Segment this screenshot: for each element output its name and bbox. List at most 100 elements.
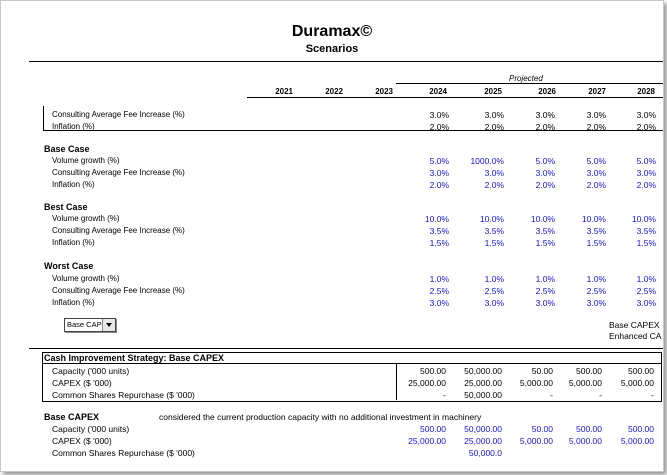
cell-value[interactable]: 1.5% [586,238,606,248]
cell-value[interactable]: 3.5% [535,226,555,236]
cell-value[interactable]: 3.0% [586,110,606,120]
cell-value[interactable]: 3.0% [535,298,555,308]
cell-value[interactable]: 2.5% [429,286,449,296]
cell-value[interactable]: 2.0% [429,180,449,190]
cell-value[interactable]: 2.0% [586,122,606,132]
cell-value[interactable]: 5,000.00 [568,436,602,446]
strategy-box [42,352,662,402]
cell-value[interactable]: 10.0% [581,214,606,224]
cell-value[interactable]: 5.0% [535,156,555,166]
row-label: Inflation (%) [52,298,95,307]
cell-value[interactable]: 2.5% [636,286,656,296]
row-label: Volume growth (%) [52,274,120,283]
cell-value[interactable]: 25,000.00 [464,378,502,388]
cell-value[interactable]: - [550,390,553,400]
cell-value[interactable]: 5,000.00 [519,436,553,446]
cell-value[interactable]: 3.0% [636,168,656,178]
year-header: 2025 [484,87,502,96]
strategy-rule [29,348,663,349]
cell-value[interactable]: 1.5% [484,238,504,248]
row-label: Capacity ('000 units) [52,424,130,434]
cell-value[interactable]: 3.0% [484,110,504,120]
cell-value[interactable]: 3.5% [636,226,656,236]
cell-value[interactable]: 2.0% [636,122,656,132]
cell-value[interactable]: 3.5% [586,226,606,236]
cell-value[interactable]: 50,000.00 [464,424,502,434]
cell-value[interactable]: 1.0% [586,274,606,284]
cell-value[interactable]: 3.0% [636,298,656,308]
cell-value[interactable]: 10.0% [479,214,504,224]
cell-value[interactable]: 3.5% [429,226,449,236]
cell-value[interactable]: 1.0% [535,274,555,284]
cell-value[interactable]: - [443,390,446,400]
cell-value[interactable]: 25,000.00 [408,436,446,446]
cell-value[interactable]: 500.00 [576,424,602,434]
cell-value[interactable]: 3.0% [429,168,449,178]
cell-value[interactable]: 5.0% [636,156,656,166]
cell-value[interactable]: 2.0% [535,180,555,190]
capex-option: Base CAPEX [609,320,660,330]
cell-value[interactable]: 3.0% [636,110,656,120]
year-header: 2028 [637,87,655,96]
title-rule [29,61,663,62]
cell-value[interactable]: 5.0% [429,156,449,166]
cell-value[interactable]: 50,000.00 [464,390,502,400]
capex-scenario-dropdown[interactable]: Base CAPE [64,318,116,332]
strategy-header-rule [42,363,662,364]
cell-value[interactable]: 2.5% [484,286,504,296]
cell-value[interactable]: 50.00 [531,366,553,376]
cell-value[interactable]: 3.0% [484,298,504,308]
row-label: Inflation (%) [52,180,95,189]
cell-value[interactable]: 3.0% [535,110,555,120]
cell-value[interactable]: 5,000.00 [620,436,654,446]
cell-value[interactable]: 5.0% [586,156,606,166]
cell-value[interactable]: 1.5% [535,238,555,248]
cell-value[interactable]: 10.0% [530,214,555,224]
cell-value[interactable]: 1.5% [636,238,656,248]
cell-value[interactable]: 3.0% [586,168,606,178]
cell-value[interactable]: - [651,390,654,400]
cell-value[interactable]: 1.5% [429,238,449,248]
cell-value[interactable]: 3.5% [484,226,504,236]
cell-value[interactable]: 50.00 [531,424,553,434]
cell-value[interactable]: 2.0% [586,180,606,190]
cell-value[interactable]: 2.5% [535,286,555,296]
cell-value[interactable]: 1.0% [636,274,656,284]
cell-value[interactable]: 5,000.00 [519,378,553,388]
cell-value[interactable]: 25,000.00 [464,436,502,446]
cell-value[interactable]: 50,000.0 [468,448,502,458]
cell-value[interactable]: 1.0% [429,274,449,284]
cell-value[interactable]: 3.0% [429,298,449,308]
row-label: Consulting Average Fee Increase (%) [52,110,185,119]
cell-value[interactable]: 3.0% [586,298,606,308]
row-label: Volume growth (%) [52,156,120,165]
cell-value[interactable]: 500.00 [420,366,446,376]
cell-value[interactable]: 2.0% [429,122,449,132]
cell-value[interactable]: 2.0% [484,180,504,190]
scenario-title-best: Best Case [44,202,88,212]
cell-value[interactable]: 5,000.00 [620,378,654,388]
row-label: Consulting Average Fee Increase (%) [52,286,185,295]
cell-value[interactable]: 2.5% [586,286,606,296]
cell-value[interactable]: - [599,390,602,400]
chevron-down-icon[interactable] [102,319,115,331]
cell-value[interactable]: 25,000.00 [408,378,446,388]
cell-value[interactable]: 500.00 [420,424,446,434]
cell-value[interactable]: 5,000.00 [568,378,602,388]
cell-value[interactable]: 500.00 [576,366,602,376]
cell-value[interactable]: 1.0% [484,274,504,284]
cell-value[interactable]: 2.0% [636,180,656,190]
cell-value[interactable]: 500.00 [628,424,654,434]
cell-value[interactable]: 3.0% [535,168,555,178]
cell-value[interactable]: 2.0% [535,122,555,132]
cell-value[interactable]: 500.00 [628,366,654,376]
cell-value[interactable]: 50,000.00 [464,366,502,376]
cell-value[interactable]: 2.0% [484,122,504,132]
cell-value[interactable]: 10.0% [631,214,656,224]
cell-value[interactable]: 3.0% [429,110,449,120]
cell-value[interactable]: 1000.0% [470,156,504,166]
base-capex-description: considered the current production capaci… [159,412,482,422]
scenario-title-base: Base Case [44,144,90,154]
cell-value[interactable]: 10.0% [424,214,449,224]
cell-value[interactable]: 3.0% [484,168,504,178]
